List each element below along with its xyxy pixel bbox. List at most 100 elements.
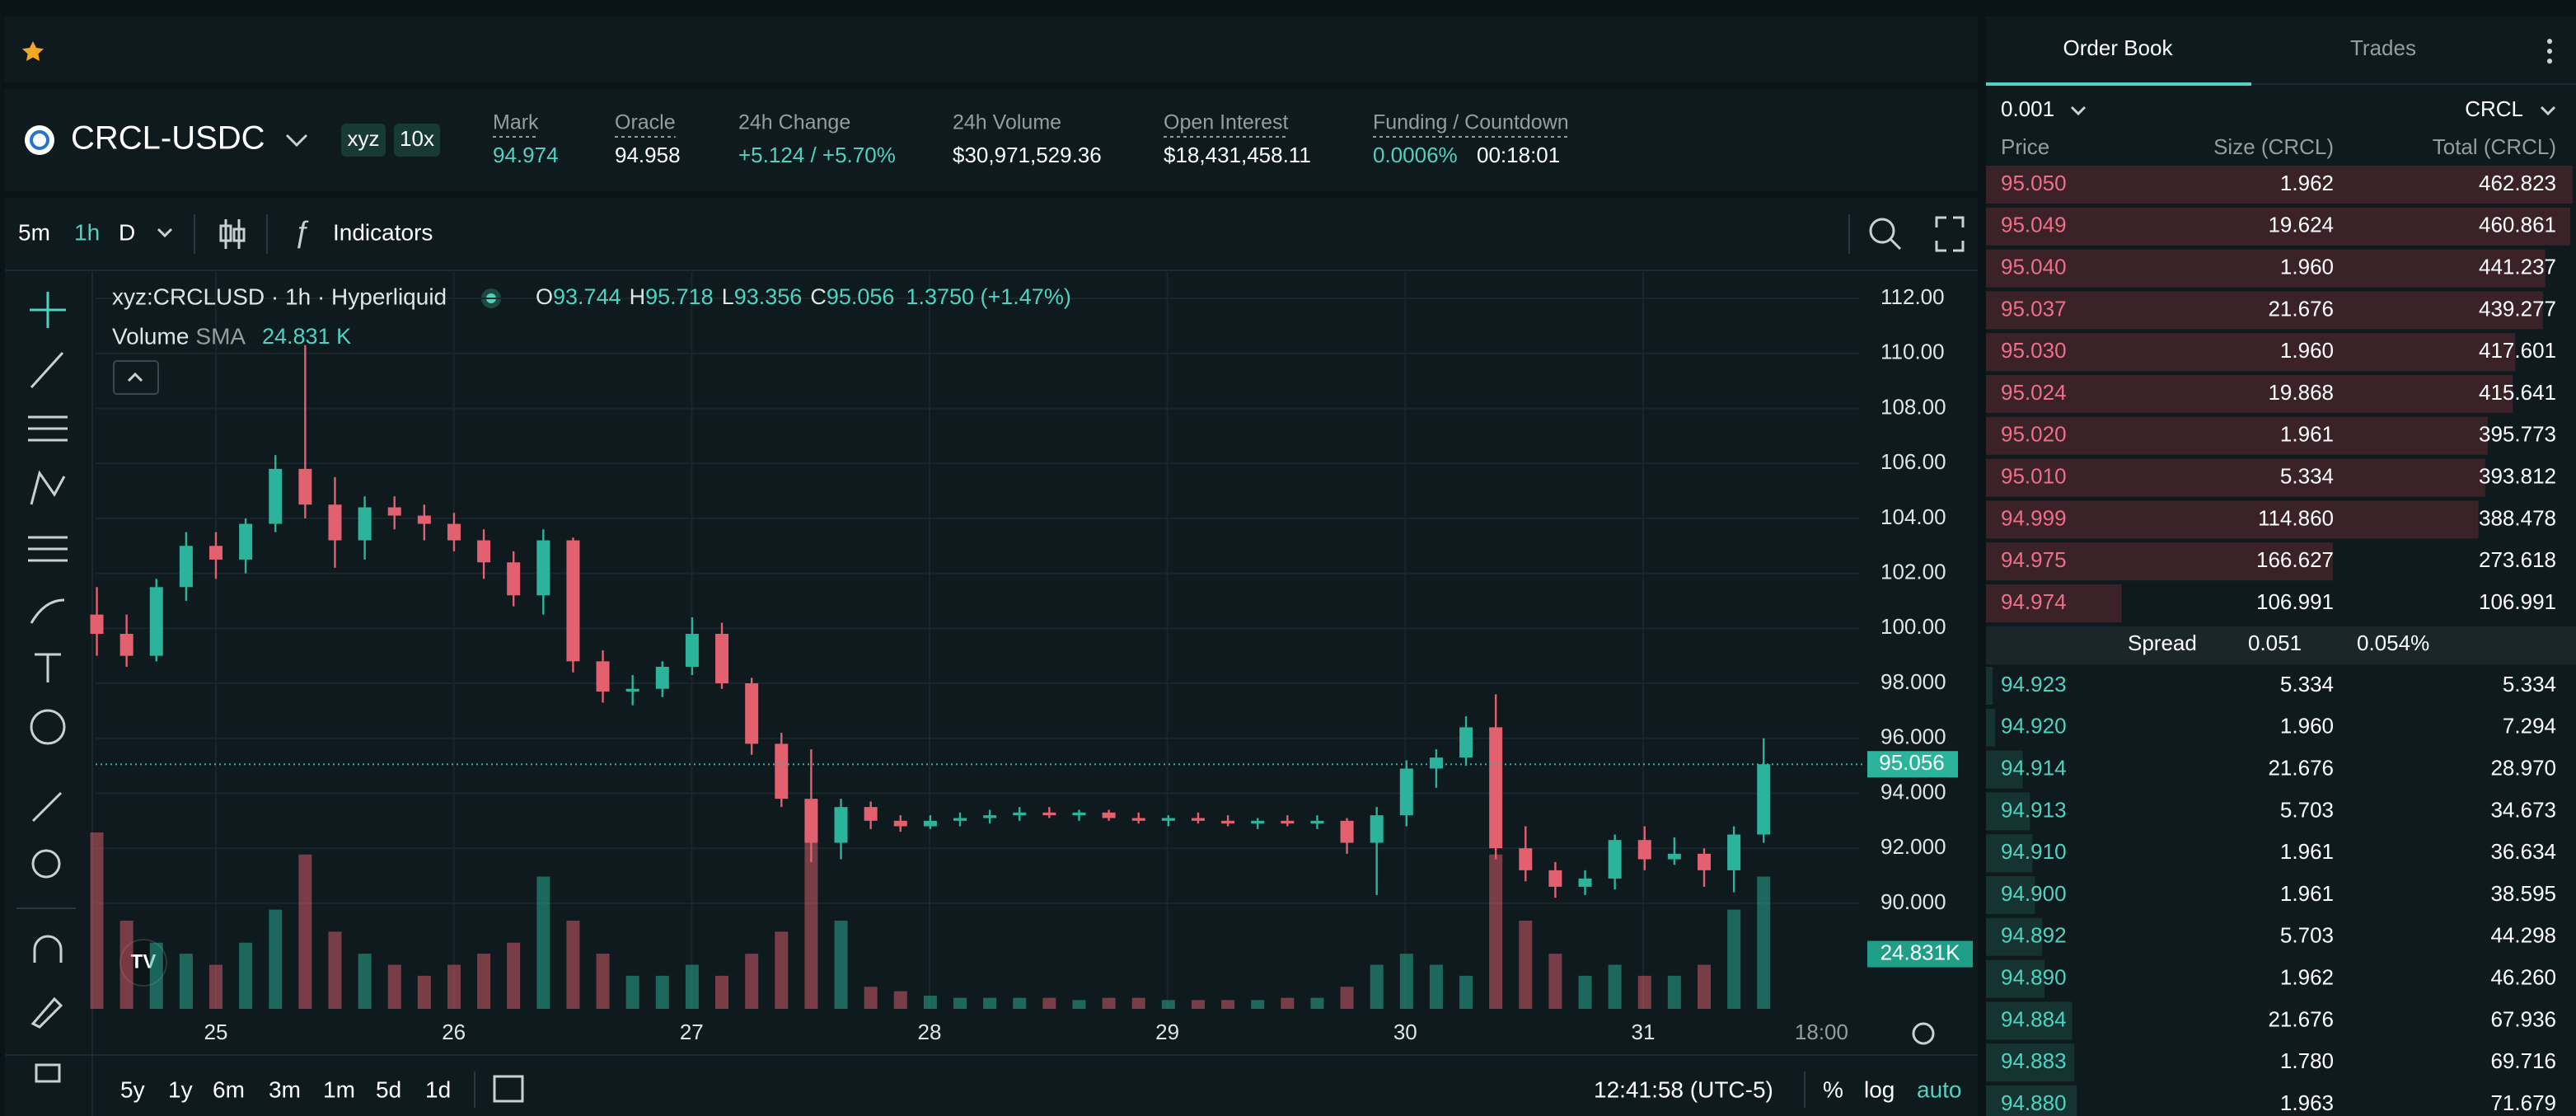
projection-tool[interactable] [28,536,68,562]
size: 1.960 [2280,714,2334,739]
range-button[interactable]: 6m [213,1076,245,1102]
price[interactable]: 95.049 [2001,213,2067,237]
clock: 12:41:58 (UTC-5) [1594,1076,1773,1102]
range-button[interactable]: 5y [120,1076,145,1102]
stat-label: 24h Volume [953,111,1061,134]
tick-dropdown[interactable] [2070,106,2087,116]
price[interactable]: 94.923 [2001,672,2067,696]
price[interactable]: 94.974 [2001,589,2067,614]
collapse-legend[interactable] [113,360,159,395]
volume-bar [209,964,222,1009]
chart-type-button[interactable] [219,219,246,249]
timeframe[interactable]: 1h [74,219,100,245]
range-button[interactable]: 1y [168,1076,193,1102]
zoom-button[interactable] [1869,218,1902,251]
price[interactable]: 94.999 [2001,505,2067,530]
text-tool[interactable] [35,653,61,682]
candle-body [239,523,253,560]
spread-pct: 0.054% [2357,631,2429,655]
lock-tool[interactable] [35,1063,61,1083]
magnet-tool[interactable] [33,935,63,963]
range-button[interactable]: 1m [323,1076,355,1102]
volume-sma-axis-label: 24.831K [1880,940,1961,964]
total: 415.641 [2479,380,2556,405]
timeframe[interactable]: 5m [18,219,50,245]
badge: xyz [348,126,380,151]
volume-bar [1637,975,1651,1009]
scale-option[interactable]: auto [1917,1076,1962,1102]
scale-option[interactable]: log [1864,1076,1895,1102]
settings-button[interactable] [1912,1022,1935,1045]
indicators-button[interactable]: Indicators [333,219,433,245]
volume-bar [477,954,491,1009]
price[interactable]: 94.884 [2001,1006,2067,1031]
price[interactable]: 94.880 [2001,1090,2067,1115]
row-bg [1986,1001,2576,1040]
last-price-badge [1867,751,1958,778]
tab[interactable]: Trades [2350,35,2416,60]
y-tick-label: 92.000 [1880,834,1946,859]
total: 7.294 [2503,714,2556,739]
volume-bar [1072,1000,1086,1009]
date-range-button[interactable] [493,1075,524,1103]
fullscreen-button[interactable] [1935,216,1965,252]
candle-body [655,667,669,689]
volume-bar [566,921,580,1009]
range-button[interactable]: 3m [269,1076,301,1102]
candle-body [1042,812,1056,816]
favorite-star[interactable] [21,41,44,61]
price[interactable]: 94.975 [2001,547,2067,572]
price[interactable]: 94.913 [2001,797,2067,822]
unit-dropdown[interactable] [2540,106,2556,116]
depth-bar [1986,542,2333,581]
total: 69.716 [2490,1048,2556,1073]
y-tick-label: 94.000 [1880,779,1946,804]
volume-bar [1459,975,1473,1009]
tick-size[interactable]: 0.001 [2001,96,2054,121]
tab[interactable]: Order Book [2063,35,2174,60]
unit-select[interactable]: CRCL [2465,96,2523,121]
price[interactable]: 95.030 [2001,338,2067,363]
price[interactable]: 94.890 [2001,964,2067,989]
lock-drawings-tool[interactable] [30,996,63,1029]
emoji-tool[interactable] [30,709,66,745]
candle-body [387,507,401,516]
range-button[interactable]: 1d [425,1076,451,1102]
range-button[interactable]: 5d [376,1076,401,1102]
fib-tool[interactable] [28,415,68,442]
volume-bar [507,942,521,1009]
volume-bar [1221,1000,1235,1009]
column-header: Size (CRCL) [2213,134,2334,159]
price[interactable]: 94.914 [2001,755,2067,780]
zoom-tool[interactable] [31,849,61,879]
candle-body [834,807,848,843]
crosshair-tool[interactable] [30,292,66,328]
pattern-tool[interactable] [30,470,66,505]
price[interactable]: 95.020 [2001,422,2067,447]
trendline-tool[interactable] [30,351,64,389]
symbol-dropdown[interactable] [285,134,308,148]
price[interactable]: 94.920 [2001,714,2067,739]
total: 462.823 [2479,171,2556,195]
price[interactable]: 95.024 [2001,380,2067,405]
row-bg [1986,667,2576,705]
scale-option[interactable]: % [1823,1076,1843,1102]
price[interactable]: 94.892 [2001,923,2067,948]
volume-bar [1042,997,1056,1009]
price[interactable]: 95.040 [2001,254,2067,279]
candle-body [1191,818,1205,821]
volume-bar [1489,854,1503,1009]
price[interactable]: 94.910 [2001,839,2067,864]
ruler-tool[interactable] [31,791,63,823]
price[interactable]: 95.037 [2001,296,2067,321]
price[interactable]: 94.883 [2001,1048,2067,1073]
price[interactable]: 95.050 [2001,171,2067,195]
price[interactable]: 94.900 [2001,881,2067,906]
price[interactable]: 95.010 [2001,463,2067,488]
total: 71.679 [2490,1090,2556,1115]
timeframe-dropdown[interactable] [157,227,173,238]
candle-body [596,661,610,692]
timeframe[interactable]: D [119,219,135,245]
brush-tool[interactable] [30,598,65,624]
